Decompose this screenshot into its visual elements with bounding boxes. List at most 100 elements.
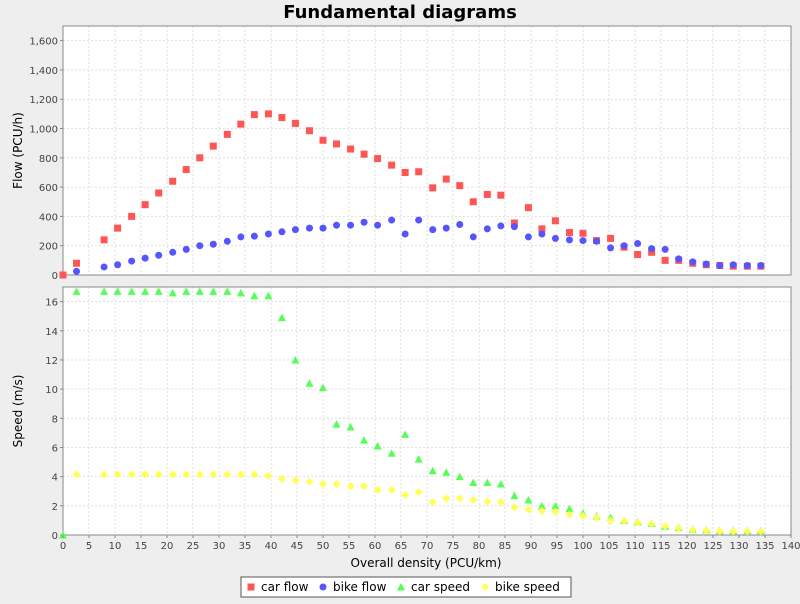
bike-speed-point <box>688 525 697 534</box>
car-speed-point <box>442 468 451 476</box>
x-tick-label: 25 <box>187 541 200 552</box>
bike-speed-point <box>674 524 683 533</box>
bike-speed-point <box>743 527 752 536</box>
x-tick-label: 0 <box>60 541 66 552</box>
car-flow-point <box>291 119 299 127</box>
bike-flow-point <box>305 224 313 232</box>
car-flow-point <box>209 142 217 150</box>
bike-speed-point <box>606 516 615 525</box>
x-tick-label: 70 <box>421 541 434 552</box>
car-flow-point <box>538 225 546 233</box>
legend-label-car-speed: car speed <box>411 580 470 594</box>
bike-flow-point <box>565 236 573 244</box>
bike-speed-point <box>141 470 150 479</box>
speed-ytick-label: 2 <box>52 502 58 513</box>
bike-flow-point <box>278 228 286 236</box>
speed-ytick-label: 14 <box>45 327 58 338</box>
bike-flow-point <box>524 233 532 241</box>
legend-label-bike-speed: bike speed <box>495 580 560 594</box>
speed-ytick-label: 4 <box>52 473 58 484</box>
speed-ytick-label: 10 <box>45 385 58 396</box>
bike-flow-point <box>141 254 149 262</box>
bike-speed-point <box>360 482 369 491</box>
x-tick-label: 55 <box>343 541 356 552</box>
flow-ytick-label: 600 <box>39 183 58 194</box>
car-flow-point <box>661 256 669 264</box>
car-flow-point <box>374 155 382 163</box>
car-speed-point <box>346 423 355 431</box>
car-flow-point <box>510 219 518 227</box>
x-tick-label: 65 <box>395 541 408 552</box>
bike-flow-point <box>497 222 505 230</box>
car-flow-point <box>360 150 368 158</box>
bike-speed-point <box>414 487 423 496</box>
bike-speed-point <box>510 503 519 512</box>
car-speed-point <box>223 287 232 295</box>
car-flow-point <box>319 136 327 144</box>
car-speed-point <box>483 478 492 486</box>
bike-flow-point <box>648 245 656 253</box>
car-speed-point <box>154 287 163 295</box>
x-tick-label: 30 <box>213 541 226 552</box>
x-tick-label: 35 <box>239 541 252 552</box>
bike-speed-point <box>236 470 245 479</box>
bike-flow-point <box>128 257 136 265</box>
bike-speed-point <box>250 470 259 479</box>
bike-speed-point <box>756 527 765 536</box>
car-speed-point <box>524 495 533 504</box>
bike-speed-point <box>154 470 163 479</box>
car-speed-point <box>182 287 191 295</box>
car-flow-point <box>155 189 163 197</box>
bike-speed-point <box>524 505 533 514</box>
x-tick-label: 10 <box>109 541 122 552</box>
car-flow-point <box>196 154 204 162</box>
bike-speed-point <box>551 507 560 516</box>
bike-speed-point <box>702 526 711 535</box>
flow-ytick-label: 1,600 <box>29 37 58 48</box>
car-flow-point <box>469 198 477 206</box>
bike-flow-point <box>729 261 737 269</box>
car-speed-point <box>360 436 369 444</box>
car-speed-point <box>113 287 122 295</box>
car-flow-point <box>524 204 532 212</box>
car-speed-point <box>168 288 177 297</box>
x-tick-label: 110 <box>625 541 644 552</box>
bike-flow-point <box>360 218 368 226</box>
bike-speed-point <box>496 498 505 507</box>
x-tick-label: 125 <box>703 541 722 552</box>
car-speed-point <box>264 291 273 300</box>
car-flow-point <box>333 140 341 148</box>
car-speed-point <box>236 288 245 297</box>
bike-speed-point <box>195 470 204 479</box>
car-speed-point <box>551 501 560 510</box>
car-speed-point <box>127 287 136 295</box>
bike-speed-point <box>428 498 437 507</box>
bike-speed-point <box>168 470 177 479</box>
car-flow-point <box>415 168 423 176</box>
x-tick-label: 90 <box>525 541 538 552</box>
car-flow-point <box>59 271 67 279</box>
x-tick-label: 60 <box>369 541 382 552</box>
bike-speed-point <box>319 479 327 488</box>
bike-speed-point <box>442 494 451 503</box>
car-flow-point <box>579 229 587 237</box>
car-flow-point <box>634 250 642 258</box>
bike-speed-point <box>72 470 81 479</box>
bike-speed-point <box>729 527 738 536</box>
car-speed-point <box>332 420 341 428</box>
bike-flow-point <box>757 261 765 269</box>
bike-flow-point <box>456 220 464 228</box>
bike-flow-point <box>579 237 587 245</box>
bike-flow-point <box>388 216 396 224</box>
bike-speed-point <box>277 474 286 483</box>
bike-speed-point <box>209 470 218 479</box>
flow-panel: 0 200 400 600 800 1,000 1,200 1,400 1,600 Flow (P… <box>11 25 792 282</box>
legend-marker-car-speed <box>397 583 405 591</box>
bike-flow-point <box>114 261 122 269</box>
bike-flow-point <box>182 245 190 253</box>
chart-title: Fundamental diagrams <box>283 2 517 23</box>
legend-label-car-flow: car flow <box>261 580 309 594</box>
bike-speed-point <box>715 527 724 536</box>
bike-flow-point <box>196 242 204 250</box>
